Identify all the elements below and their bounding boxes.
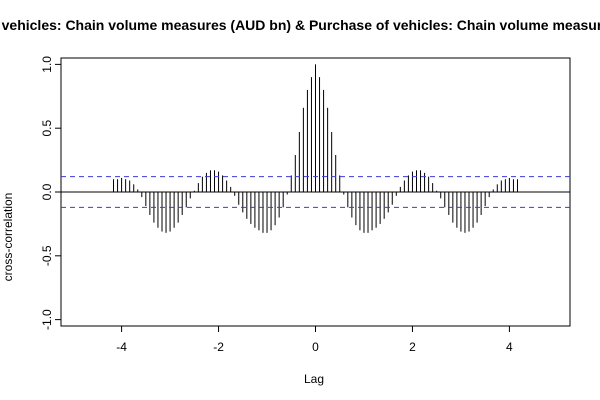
- chart-title: Purchase of vehicles: Chain volume measu…: [0, 17, 600, 33]
- y-tick-label: 0.0: [40, 183, 54, 200]
- x-tick-label: -2: [213, 340, 224, 354]
- x-axis-label: Lag: [304, 372, 324, 386]
- ccf-bars: [113, 64, 518, 233]
- y-axis-label: cross-correlation: [1, 193, 15, 282]
- x-tick-label: 4: [506, 340, 513, 354]
- x-tick-label: 0: [312, 340, 319, 354]
- x-axis: -4 -2 0 2 4: [116, 326, 513, 354]
- y-axis: -1.0 -0.5 0.0 0.5 1.0: [40, 56, 61, 330]
- y-tick-label: 1.0: [40, 56, 54, 73]
- y-tick-label: -1.0: [40, 309, 54, 330]
- y-tick-label: -0.5: [40, 245, 54, 266]
- x-tick-label: -4: [116, 340, 127, 354]
- x-tick-label: 2: [409, 340, 416, 354]
- y-tick-label: 0.5: [40, 120, 54, 137]
